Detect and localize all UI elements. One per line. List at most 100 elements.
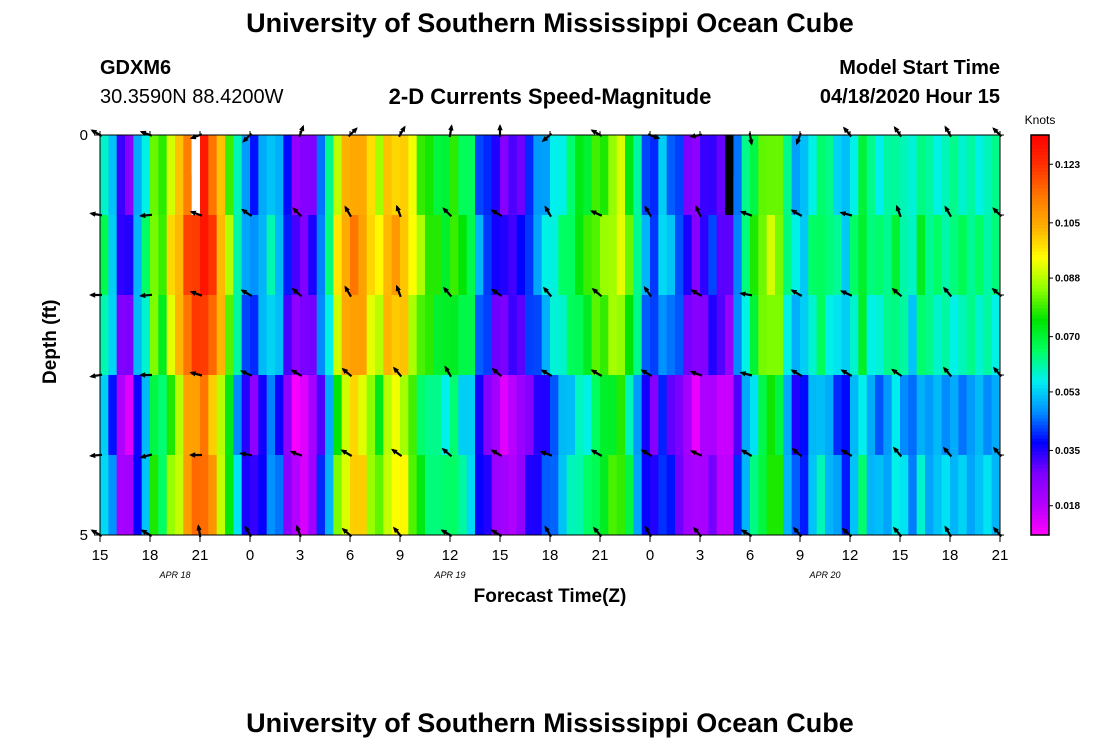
heatmap-cell (458, 455, 468, 536)
x-tick-label: 18 (142, 547, 159, 564)
colorbar-segment (1031, 525, 1049, 529)
heatmap-cell (491, 295, 501, 376)
heatmap-cell (300, 455, 309, 536)
heatmap-cell (108, 455, 118, 536)
x-tick-label: 6 (346, 547, 354, 564)
heatmap-cell (875, 375, 884, 456)
heatmap-cell (350, 135, 359, 216)
heatmap-cell (550, 135, 559, 216)
heatmap-cell (408, 135, 418, 216)
colorbar-segment (1031, 268, 1049, 273)
heatmap-cell (516, 375, 526, 456)
colorbar-segment (1031, 301, 1049, 306)
colorbar-segment (1031, 208, 1049, 213)
heatmap-cell (150, 375, 159, 456)
heatmap-cell (950, 375, 959, 456)
heatmap-cell (700, 455, 709, 536)
current-vector (395, 284, 402, 298)
heatmap-cell (983, 375, 993, 456)
heatmap-cell (358, 455, 368, 536)
heatmap-cell (808, 215, 818, 296)
heatmap-cell (291, 215, 301, 296)
heatmap-cell (241, 295, 251, 376)
heatmap-cell (533, 375, 543, 456)
heatmap-cell (866, 295, 876, 376)
colorbar-segment (1031, 485, 1049, 489)
heatmap-cell (375, 375, 384, 456)
heatmap-cell (825, 135, 834, 216)
heatmap-cell (166, 375, 176, 456)
heatmap-cell (141, 295, 151, 376)
heatmap-cell (933, 215, 943, 296)
heatmap-cell (591, 295, 601, 376)
heatmap-cell (191, 375, 201, 456)
colorbar-segment (1031, 265, 1049, 269)
heatmap-cell (625, 375, 634, 456)
heatmap-cell (816, 295, 826, 376)
heatmap-cell (800, 295, 809, 376)
heatmap-cell (925, 455, 934, 536)
heatmap-cell (658, 215, 668, 296)
heatmap-cell (375, 135, 384, 216)
x-tick-label: 0 (246, 547, 254, 564)
y-tick-label: 0 (80, 127, 88, 144)
heatmap-cell (341, 135, 351, 216)
heatmap-cell (325, 135, 334, 216)
heatmap-cell (641, 455, 651, 536)
heatmap-cell (408, 375, 418, 456)
heatmap-cell (700, 375, 709, 456)
heatmap-cell (250, 135, 259, 216)
colorbar-segment (1031, 345, 1049, 349)
heatmap-cell (541, 455, 551, 536)
heatmap-cell (358, 295, 368, 376)
heatmap-cell (533, 295, 543, 376)
heatmap-cell (866, 135, 876, 216)
heatmap-cell (425, 455, 434, 536)
heatmap-cell (241, 135, 251, 216)
heatmap-cell (491, 215, 501, 296)
heatmap-cell (866, 455, 876, 536)
heatmap-cell (733, 375, 743, 456)
heatmap-cell (700, 135, 709, 216)
current-vector (740, 449, 753, 457)
colorbar-tick-label: 0.088 (1055, 274, 1080, 285)
x-tick-label: 12 (442, 547, 459, 564)
current-vector (640, 369, 653, 377)
heatmap-cell (641, 215, 651, 296)
heatmap-cell (683, 215, 693, 296)
heatmap-cell (683, 295, 693, 376)
heatmap-cell (416, 215, 426, 296)
heatmap-cell (175, 295, 184, 376)
heatmap-cell (608, 135, 618, 216)
colorbar-segment (1031, 368, 1049, 373)
heatmap-cell (116, 455, 126, 536)
heatmap-cell (600, 135, 609, 216)
heatmap-cell (391, 375, 401, 456)
heatmap-cell (608, 215, 618, 296)
heatmap-cell (208, 215, 218, 296)
heatmap-cell (900, 135, 909, 216)
colorbar-segment (1031, 498, 1049, 503)
heatmap-cell (316, 375, 326, 456)
heatmap-cell (758, 375, 768, 456)
colorbar-segment (1031, 135, 1049, 139)
heatmap-cell (400, 375, 409, 456)
heatmap-cell (375, 295, 384, 376)
heatmap-cell (508, 135, 518, 216)
heatmap-cell (691, 375, 701, 456)
heatmap-cell (483, 455, 493, 536)
heatmap-cell (700, 295, 709, 376)
heatmap-cell (958, 455, 968, 536)
heatmap-cell (725, 375, 734, 456)
current-vector (189, 452, 202, 458)
heatmap-cell (875, 295, 884, 376)
colorbar-segment (1031, 475, 1049, 479)
heatmap-cell (883, 135, 893, 216)
heatmap-cell (833, 295, 843, 376)
heatmap-cell (641, 135, 651, 216)
colorbar-segment (1031, 508, 1049, 513)
heatmap-cell (583, 135, 593, 216)
heatmap-cell (125, 215, 134, 296)
colorbar-segment (1031, 221, 1049, 226)
heatmap-cell (925, 375, 934, 456)
